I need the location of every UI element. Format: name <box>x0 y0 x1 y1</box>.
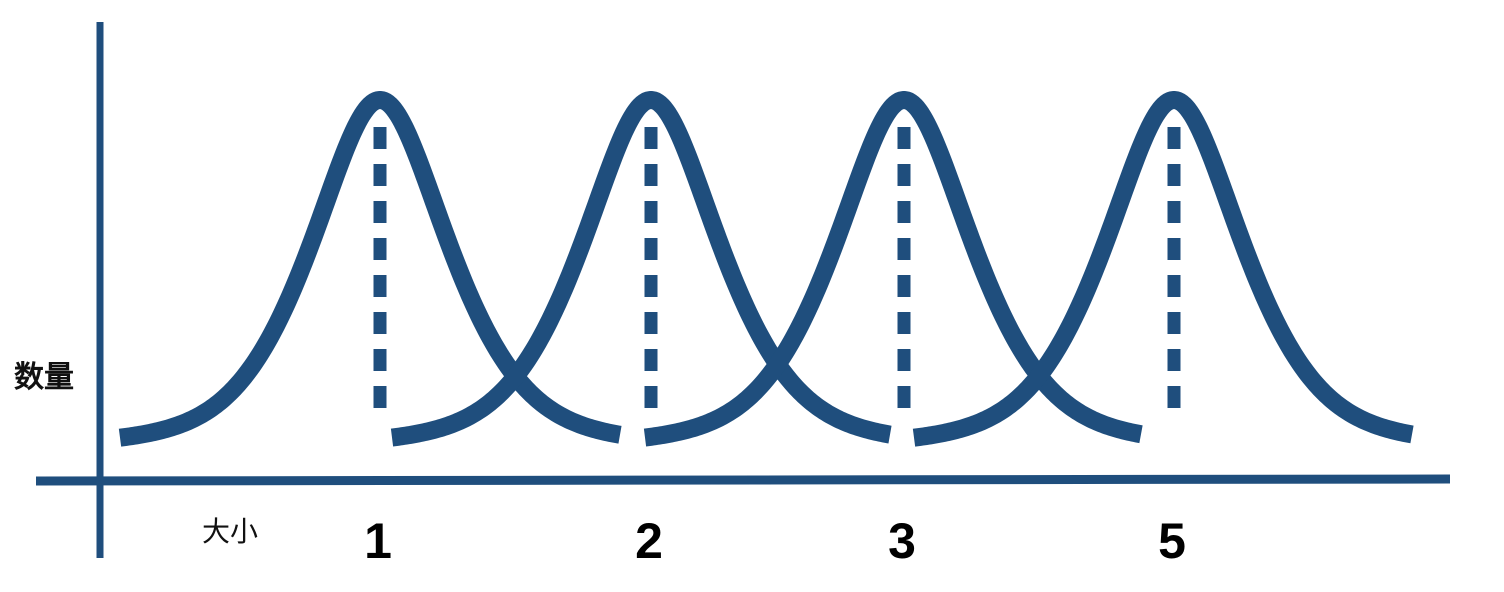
y-axis-label: 数量 <box>14 360 74 395</box>
distribution-curve-2 <box>385 91 897 447</box>
peak-label-3: 3 <box>888 513 916 569</box>
peak-label-1: 1 <box>364 513 392 569</box>
distribution-curve-3 <box>638 91 1148 447</box>
x-axis-label: 大小 <box>202 515 258 548</box>
peak-label-4: 5 <box>1158 513 1186 569</box>
distribution-curve-1 <box>113 91 627 447</box>
peak-group: 1 2 3 5 <box>113 91 1419 569</box>
peak-label-2: 2 <box>635 513 663 569</box>
x-axis <box>35 474 1451 486</box>
distribution-curve-4 <box>907 91 1419 447</box>
